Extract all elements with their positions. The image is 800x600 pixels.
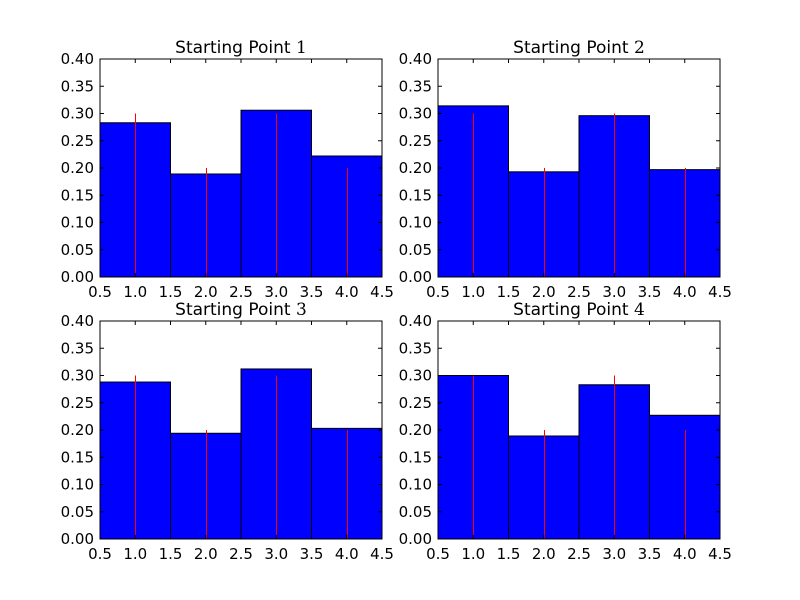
- panel-2-y-tick-label: 0.20: [399, 159, 432, 177]
- panel-1-x-tick-label: 1.5: [159, 283, 183, 301]
- panel-2-y-tick-label: 0.00: [399, 268, 432, 286]
- panel-1-y-tick-label: 0.35: [61, 77, 94, 95]
- panel-1-bar: [311, 155, 383, 278]
- panel-2-y-tick-label: 0.25: [399, 132, 432, 150]
- panel-3-y-tick-label: 0.05: [61, 503, 94, 521]
- panel-1-y-tick-label: 0.10: [61, 214, 94, 232]
- panel-2-x-tick-label: 2.5: [567, 283, 591, 301]
- panel-4-y-tick-label: 0.25: [399, 394, 432, 412]
- panel-4-x-tick-label: 3.0: [602, 545, 626, 563]
- panel-4-y-tick-label: 0.15: [399, 448, 432, 466]
- panel-1-x-tick-label: 2.0: [194, 283, 218, 301]
- panel-2-x-tick-label: 3.0: [602, 283, 626, 301]
- panel-2-y-tick-label: 0.40: [399, 50, 432, 68]
- panel-3-y-tick-label: 0.30: [61, 367, 94, 385]
- panel-4-x-tick-label: 3.5: [638, 545, 662, 563]
- panel-1-y-tick-label: 0.25: [61, 132, 94, 150]
- panel-3-x-tick-label: 0.5: [88, 545, 112, 563]
- panel-3-plot-area: [99, 368, 383, 540]
- panel-3-y-tick-label: 0.10: [61, 476, 94, 494]
- panel-3-x-tick-label: 2.0: [194, 545, 218, 563]
- panel-3-x-tick-label: 4.5: [370, 545, 394, 563]
- panel-2-x-tick-label: 1.0: [461, 283, 485, 301]
- panel-2-y-tick-label: 0.05: [399, 241, 432, 259]
- panel-1-x-tick-label: 2.5: [229, 283, 253, 301]
- panel-1-plot-area: [99, 109, 383, 278]
- panel-2-title: Starting Point 2: [513, 38, 645, 58]
- panel-3-y-tick-label: 0.00: [61, 530, 94, 548]
- panel-4-title: Starting Point 4: [513, 300, 645, 320]
- panel-2-y-tick-label: 0.15: [399, 186, 432, 204]
- panel-1: Starting Point 1 0.5 1.0 1.5 2.0 2.5 3.0 3.5 4.…: [61, 38, 394, 301]
- panel-4-x-tick-label: 2.5: [567, 545, 591, 563]
- panel-3-x-tick-label: 3.0: [264, 545, 288, 563]
- panel-1-x-tick-label: 4.0: [335, 283, 359, 301]
- panel-3-x-tick-label: 1.0: [123, 545, 147, 563]
- panel-2-y-tick-label: 0.35: [399, 77, 432, 95]
- panel-4-y-tick-label: 0.35: [399, 339, 432, 357]
- panel-1-x-tick-label: 3.5: [300, 283, 324, 301]
- panel-2-x-tick-label: 4.5: [708, 283, 732, 301]
- panel-1-y-tick-label: 0.20: [61, 159, 94, 177]
- panel-2-bar: [508, 171, 580, 278]
- panel-3: Starting Point 3 0.5 1.0 1.5 2.0 2.5 3.0 3.5 4.…: [61, 300, 394, 563]
- panel-4-y-tick-label: 0.00: [399, 530, 432, 548]
- panel-4-y-tick-label: 0.20: [399, 421, 432, 439]
- panel-1-y-tick-label: 0.00: [61, 268, 94, 286]
- panel-4-bar: [649, 414, 721, 540]
- panel-3-bar: [311, 427, 383, 540]
- panel-4-x-tick-label: 4.5: [708, 545, 732, 563]
- panel-3-y-tick-label: 0.20: [61, 421, 94, 439]
- panel-2-x-tick-label: 2.0: [532, 283, 556, 301]
- panel-1-y-tick-label: 0.40: [61, 50, 94, 68]
- panel-4-y-tick-label: 0.10: [399, 476, 432, 494]
- panel-3-y-tick-label: 0.25: [61, 394, 94, 412]
- panel-2-plot-area: [437, 105, 721, 278]
- panel-3-title: Starting Point 3: [175, 300, 307, 320]
- panel-3-y-tick-label: 0.40: [61, 312, 94, 330]
- panel-1-bar: [170, 173, 242, 278]
- panel-3-y-tick-label: 0.15: [61, 448, 94, 466]
- panel-3-x-tick-label: 2.5: [229, 545, 253, 563]
- panel-4-x-tick-label: 2.0: [532, 545, 556, 563]
- panel-4-x-tick-label: 1.0: [461, 545, 485, 563]
- panel-2: Starting Point 2 0.5 1.0 1.5 2.0 2.5 3.0 3.5 4.…: [399, 38, 732, 301]
- panel-3-y-tick-label: 0.35: [61, 339, 94, 357]
- panel-2-bar: [649, 169, 721, 278]
- panel-4-x-tick-label: 4.0: [673, 545, 697, 563]
- panel-4-bar: [508, 435, 580, 540]
- panel-3-x-tick-label: 3.5: [300, 545, 324, 563]
- panel-1-x-tick-label: 0.5: [88, 283, 112, 301]
- panel-1-y-tick-label: 0.15: [61, 186, 94, 204]
- panel-1-y-tick-label: 0.30: [61, 105, 94, 123]
- panel-2-y-tick-label: 0.10: [399, 214, 432, 232]
- panel-1-x-tick-label: 4.5: [370, 283, 394, 301]
- panel-2-x-tick-label: 1.5: [497, 283, 521, 301]
- panel-2-x-tick-label: 0.5: [426, 283, 450, 301]
- panel-4-plot-area: [437, 375, 721, 540]
- panel-2-y-tick-label: 0.30: [399, 105, 432, 123]
- panel-4: Starting Point 4 0.5 1.0 1.5 2.0 2.5 3.0 3.5 4.…: [399, 300, 732, 563]
- panel-4-y-tick-label: 0.40: [399, 312, 432, 330]
- panel-1-y-tick-label: 0.05: [61, 241, 94, 259]
- panel-1-x-tick-label: 1.0: [123, 283, 147, 301]
- panel-4-x-tick-label: 0.5: [426, 545, 450, 563]
- panel-3-bar: [170, 432, 242, 540]
- panel-1-x-tick-label: 3.0: [264, 283, 288, 301]
- panel-1-title: Starting Point 1: [175, 38, 307, 58]
- panel-4-y-tick-label: 0.05: [399, 503, 432, 521]
- panel-3-x-tick-label: 4.0: [335, 545, 359, 563]
- panel-2-x-tick-label: 4.0: [673, 283, 697, 301]
- panel-4-y-tick-label: 0.30: [399, 367, 432, 385]
- panel-3-x-tick-label: 1.5: [159, 545, 183, 563]
- panel-4-x-tick-label: 1.5: [497, 545, 521, 563]
- panel-2-x-tick-label: 3.5: [638, 283, 662, 301]
